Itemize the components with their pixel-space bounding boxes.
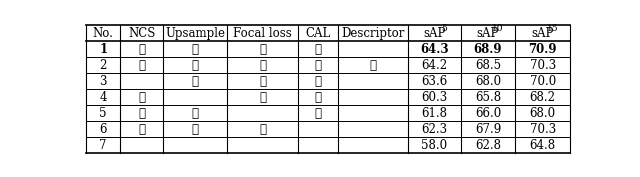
Text: 70.3: 70.3 — [529, 123, 556, 136]
Text: ✓: ✓ — [259, 91, 266, 104]
Text: ✓: ✓ — [314, 43, 321, 56]
Text: ✓: ✓ — [259, 123, 266, 136]
Text: ✓: ✓ — [192, 123, 199, 136]
Text: Upsample: Upsample — [165, 27, 225, 40]
Text: 58.0: 58.0 — [421, 139, 447, 152]
Text: ✓: ✓ — [314, 59, 321, 72]
Text: 68.9: 68.9 — [474, 43, 502, 56]
Text: 68.0: 68.0 — [530, 107, 556, 120]
Text: ✓: ✓ — [192, 59, 199, 72]
Text: 6: 6 — [99, 123, 107, 136]
Text: 7: 7 — [99, 139, 107, 152]
Text: 64.3: 64.3 — [420, 43, 449, 56]
Text: 70.3: 70.3 — [529, 59, 556, 72]
Text: 64.8: 64.8 — [530, 139, 556, 152]
Text: Descriptor: Descriptor — [342, 27, 405, 40]
Text: 66.0: 66.0 — [475, 107, 501, 120]
Text: 61.8: 61.8 — [422, 107, 447, 120]
Text: ✓: ✓ — [370, 59, 377, 72]
Text: ✓: ✓ — [259, 43, 266, 56]
Text: 68.5: 68.5 — [475, 59, 501, 72]
Text: 70.0: 70.0 — [529, 75, 556, 88]
Text: ✓: ✓ — [138, 43, 145, 56]
Text: ✓: ✓ — [138, 91, 145, 104]
Text: ✓: ✓ — [138, 123, 145, 136]
Text: ✓: ✓ — [259, 59, 266, 72]
Text: 15: 15 — [547, 24, 558, 33]
Text: ✓: ✓ — [138, 107, 145, 120]
Text: No.: No. — [93, 27, 114, 40]
Text: 65.8: 65.8 — [475, 91, 501, 104]
Text: ✓: ✓ — [259, 75, 266, 88]
Text: 67.9: 67.9 — [475, 123, 501, 136]
Text: sAP: sAP — [531, 27, 554, 40]
Text: ✓: ✓ — [314, 91, 321, 104]
Text: 70.9: 70.9 — [529, 43, 557, 56]
Text: ✓: ✓ — [138, 59, 145, 72]
Text: 68.0: 68.0 — [475, 75, 501, 88]
Text: 60.3: 60.3 — [421, 91, 447, 104]
Text: 62.3: 62.3 — [421, 123, 447, 136]
Text: ✓: ✓ — [192, 43, 199, 56]
Text: CAL: CAL — [305, 27, 330, 40]
Text: 68.2: 68.2 — [530, 91, 556, 104]
Text: ✓: ✓ — [192, 75, 199, 88]
Text: 64.2: 64.2 — [421, 59, 447, 72]
Text: 62.8: 62.8 — [475, 139, 501, 152]
Text: sAP: sAP — [477, 27, 499, 40]
Text: 10: 10 — [492, 24, 504, 33]
Text: NCS: NCS — [128, 27, 156, 40]
Text: Focal loss: Focal loss — [233, 27, 292, 40]
Text: ✓: ✓ — [192, 107, 199, 120]
Text: 5: 5 — [99, 107, 107, 120]
Text: sAP: sAP — [423, 27, 445, 40]
Text: 5: 5 — [441, 24, 447, 33]
Text: 3: 3 — [99, 75, 107, 88]
Text: 63.6: 63.6 — [421, 75, 447, 88]
Text: ✓: ✓ — [314, 107, 321, 120]
Text: ✓: ✓ — [314, 75, 321, 88]
Text: 4: 4 — [99, 91, 107, 104]
Text: 2: 2 — [99, 59, 107, 72]
Text: 1: 1 — [99, 43, 108, 56]
